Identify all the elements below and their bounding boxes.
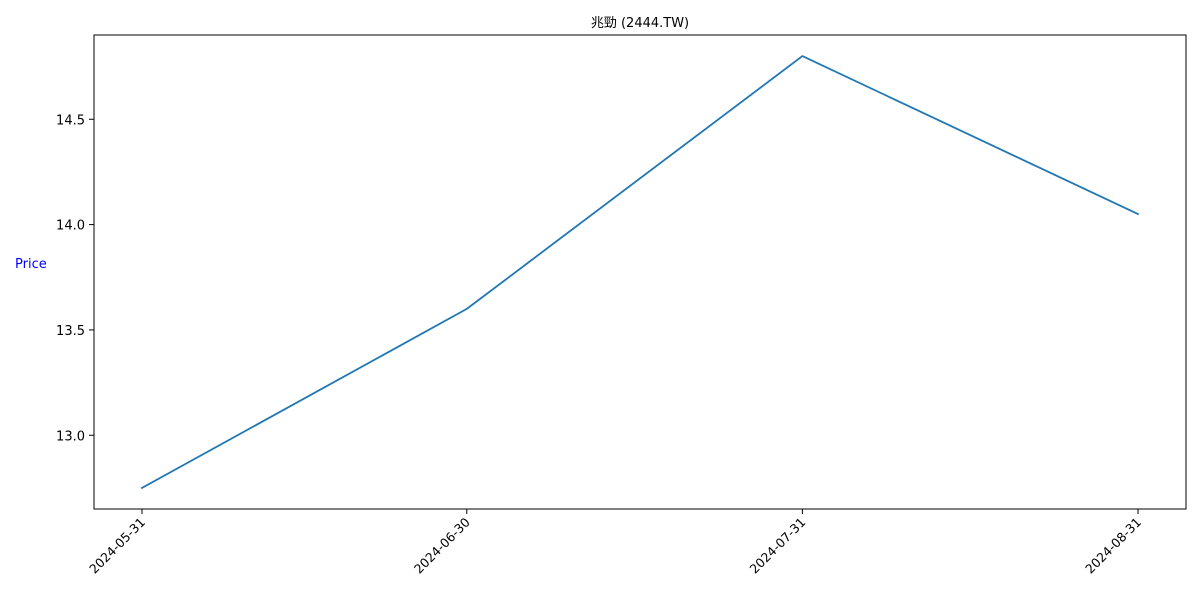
series-line (140, 55, 1140, 490)
axes-layer (93, 34, 1187, 510)
chart-title: 兆勁 (2444.TW) (591, 16, 689, 31)
y-tick-label: 14.5 (56, 113, 85, 128)
y-axis-label: Price (15, 257, 47, 272)
y-tick-label: 13.5 (56, 324, 85, 339)
y-tick-label: 13.0 (56, 429, 85, 444)
series-layer (140, 55, 1140, 490)
plot-frame (93, 34, 1187, 510)
y-tick-label: 14.0 (56, 219, 85, 234)
